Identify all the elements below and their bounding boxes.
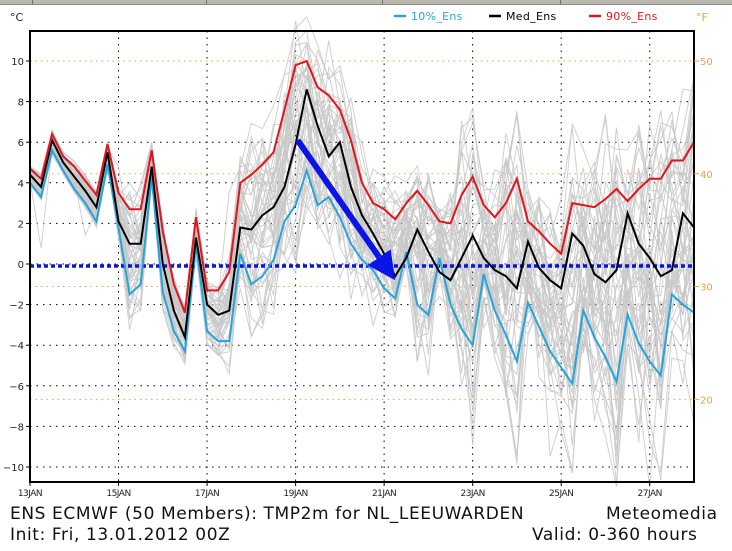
x-tick-label: 25JAN [549, 489, 573, 499]
series-line-p90 [29, 59, 695, 314]
legend-label-median: Med_Ens [506, 10, 557, 23]
ensemble-temperature-chart: °C °F 10%_Ens Med_Ens 90%_Ens 1086420−2−4−… [3, 10, 713, 499]
ensemble-member-line [29, 127, 695, 443]
legend: 10%_Ens Med_Ens 90%_Ens [394, 10, 658, 23]
y-tick-label: 0 [18, 260, 24, 271]
x-tick-label: 13JAN [18, 489, 42, 499]
x-axis-dates: 13JAN 15JAN 17JAN 19JAN 21JAN 23JAN 25JAN 27JAN [18, 482, 662, 499]
border-separator [560, 0, 561, 4]
border-separator [382, 0, 383, 4]
x-tick-label: 27JAN [638, 489, 662, 499]
plot-frame [29, 30, 695, 483]
x-tick-label: 21JAN [372, 489, 396, 499]
ensemble-member-line [29, 67, 695, 334]
y-axis-fahrenheit: 50 40 30 20 [694, 57, 713, 406]
arrow-shaft [295, 138, 382, 259]
y-right-tick-label: 30 [700, 283, 713, 294]
ensemble-member-line [29, 91, 695, 338]
border-separator [206, 0, 207, 4]
chart-title: ENS ECMWF (50 Members): TMP2m for NL_LEE… [10, 504, 525, 524]
ensemble-member-line [29, 103, 695, 348]
y-tick-label: 4 [18, 179, 24, 190]
chart-valid-range: Valid: 0-360 hours [532, 525, 698, 545]
y-tick-label: 8 [18, 98, 24, 109]
y-right-tick-label: 20 [700, 395, 713, 406]
series-line-p10 [29, 147, 695, 387]
percentile-series [29, 59, 695, 387]
ensemble-member-line [29, 108, 695, 446]
arrow-head [367, 249, 396, 281]
y-tick-label: 2 [18, 219, 24, 230]
ensemble-member-lines [29, 15, 695, 488]
y-tick-label: −4 [9, 341, 24, 352]
ensemble-member-line [29, 44, 695, 321]
y-axis-celsius: 10 8 6 4 2 0 −2 −4 −6 −8 −10 [3, 57, 30, 474]
x-tick-label: 17JAN [195, 489, 219, 499]
x-tick-label: 19JAN [283, 489, 307, 499]
y-tick-label: −8 [9, 422, 24, 433]
series-line-median [29, 89, 695, 342]
y-tick-label: 10 [11, 57, 24, 68]
legend-label-p90: 90%_Ens [606, 10, 658, 23]
trend-arrow-annotation [295, 138, 396, 281]
zero-reference-line [30, 264, 694, 273]
y-axis-unit-fahrenheit: °F [696, 11, 708, 24]
y-tick-label: −10 [3, 463, 24, 474]
y-axis-unit-celsius: °C [10, 11, 24, 24]
x-tick-label: 15JAN [106, 489, 130, 499]
ensemble-member-line [29, 15, 695, 308]
window-top-border [0, 0, 732, 5]
legend-label-p10: 10%_Ens [411, 10, 463, 23]
y-tick-label: 6 [18, 138, 24, 149]
y-right-tick-label: 40 [700, 170, 713, 181]
y-tick-label: −2 [9, 301, 24, 312]
y-right-tick-label: 50 [700, 57, 713, 68]
chart-credit: Meteomedia [606, 504, 718, 524]
x-tick-label: 23JAN [460, 489, 484, 499]
y-tick-label: −6 [9, 382, 24, 393]
ensemble-member-line [29, 63, 695, 338]
chart-subtitle: Init: Fri, 13.01.2012 00Z [10, 525, 231, 545]
border-separator [32, 0, 33, 4]
